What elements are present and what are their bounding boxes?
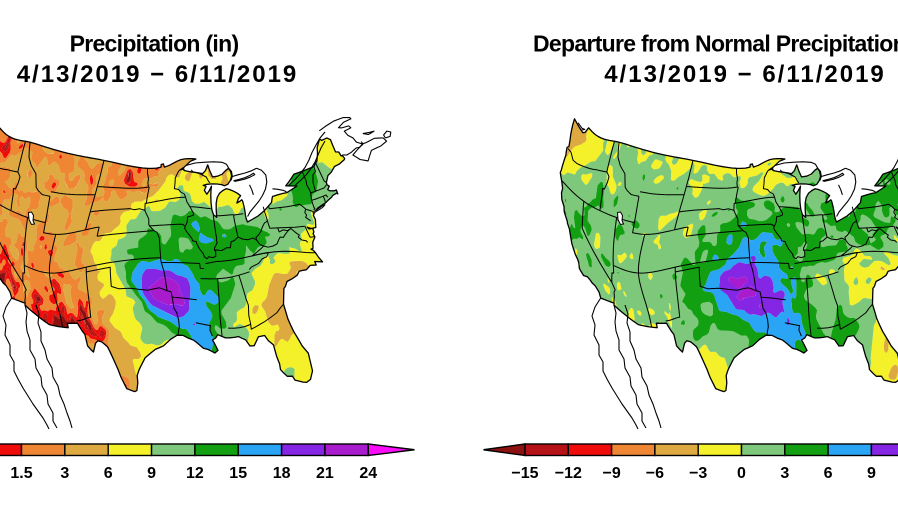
svg-text:−9: −9 [602,465,620,482]
svg-text:Precipitation (in): Precipitation (in) [70,31,239,57]
svg-text:−12: −12 [555,465,582,482]
svg-text:0: 0 [737,465,746,482]
svg-text:21: 21 [316,465,334,482]
svg-text:4/13/2019 − 6/11/2019: 4/13/2019 − 6/11/2019 [604,61,886,88]
svg-text:9: 9 [147,465,156,482]
svg-text:18: 18 [273,465,291,482]
svg-text:3: 3 [780,465,789,482]
svg-text:6: 6 [824,465,833,482]
svg-text:4/13/2019 − 6/11/2019: 4/13/2019 − 6/11/2019 [17,61,299,88]
svg-text:1.5: 1.5 [10,465,32,482]
svg-text:9: 9 [867,465,876,482]
svg-text:Departure from Normal Precipit: Departure from Normal Precipitation [533,31,898,57]
svg-text:−3: −3 [689,465,707,482]
svg-text:3: 3 [60,465,69,482]
svg-text:−6: −6 [646,465,664,482]
svg-text:12: 12 [186,465,204,482]
svg-text:−15: −15 [511,465,538,482]
svg-text:6: 6 [104,465,113,482]
svg-text:24: 24 [359,465,377,482]
svg-text:15: 15 [229,465,247,482]
